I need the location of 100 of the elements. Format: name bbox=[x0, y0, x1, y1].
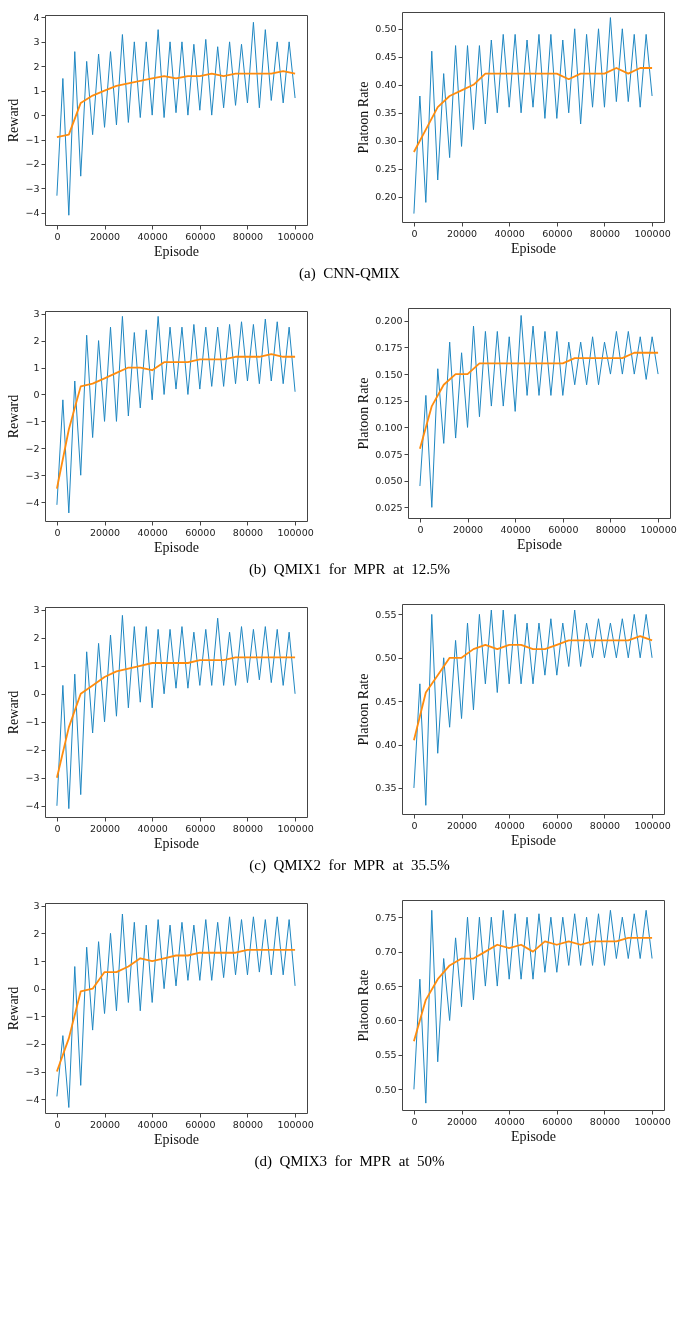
y-tick-label: −3 bbox=[25, 1066, 40, 1078]
x-tick-label: 80000 bbox=[589, 819, 620, 831]
y-tick-label: 0.025 bbox=[375, 501, 403, 513]
x-tick-label: 60000 bbox=[541, 227, 573, 239]
y-tick-label: 0.25 bbox=[375, 163, 397, 175]
x-tick-label: 20000 bbox=[452, 523, 483, 535]
x-tick-label: 60000 bbox=[541, 1115, 573, 1127]
y-tick-label: −4 bbox=[25, 1093, 40, 1105]
line-series bbox=[412, 635, 653, 742]
x-tick-label: 40000 bbox=[494, 227, 525, 239]
x-tick-label: 80000 bbox=[233, 1118, 264, 1130]
y-axis-title: Reward bbox=[6, 98, 22, 143]
y-tick-label: 0.45 bbox=[375, 51, 397, 63]
x-tick-label: 80000 bbox=[589, 1115, 620, 1127]
x-tick-label: 20000 bbox=[90, 1118, 121, 1130]
y-tick-label: 1 bbox=[33, 85, 40, 97]
x-tick-label: 20000 bbox=[446, 227, 477, 239]
y-tick-label: 1 bbox=[33, 362, 40, 374]
y-tick-label: 0.20 bbox=[375, 191, 397, 203]
y-tick-label: 2 bbox=[33, 632, 40, 644]
x-axis-title: Episode bbox=[154, 1132, 200, 1147]
x-tick-label: 0 bbox=[411, 819, 418, 831]
y-tick-label: 0.75 bbox=[375, 911, 397, 923]
x-tick-label: 60000 bbox=[185, 230, 216, 242]
y-tick-label: 0.200 bbox=[375, 315, 403, 327]
x-tick-label: 100000 bbox=[277, 1118, 314, 1130]
y-tick-label: 0.100 bbox=[375, 421, 403, 433]
line-series bbox=[56, 949, 297, 1073]
y-tick-label: 0.50 bbox=[375, 1083, 397, 1095]
y-tick-label: 0.65 bbox=[375, 980, 397, 992]
x-tick-label: 40000 bbox=[137, 1118, 169, 1130]
y-tick-label: 0.35 bbox=[375, 107, 397, 119]
y-tick-label: 0.50 bbox=[375, 652, 397, 664]
y-tick-label: −1 bbox=[25, 134, 40, 146]
line-series bbox=[56, 353, 297, 490]
y-tick-label: 0.150 bbox=[375, 368, 403, 380]
line-series bbox=[56, 315, 296, 514]
x-tick-label: 0 bbox=[411, 227, 418, 239]
y-tick-label: 0.40 bbox=[375, 739, 397, 751]
x-axis-title: Episode bbox=[510, 241, 556, 256]
x-tick-label: 80000 bbox=[589, 227, 620, 239]
line-series bbox=[413, 17, 653, 215]
line-series bbox=[56, 913, 296, 1108]
x-tick-label: 0 bbox=[411, 1115, 418, 1127]
x-tick-label: 60000 bbox=[185, 526, 216, 538]
x-tick-label: 80000 bbox=[233, 526, 264, 538]
line-series bbox=[56, 21, 296, 216]
y-tick-label: 0 bbox=[33, 983, 40, 995]
x-tick-label: 100000 bbox=[277, 526, 314, 538]
line-series bbox=[412, 67, 653, 153]
x-tick-label: 100000 bbox=[277, 230, 314, 242]
x-tick-label: 100000 bbox=[640, 523, 677, 535]
x-tick-label: 40000 bbox=[500, 523, 531, 535]
y-tick-label: 0.55 bbox=[375, 1049, 397, 1061]
y-tick-label: 0 bbox=[33, 688, 40, 700]
text: (a) CNN-QMIX bbox=[298, 265, 401, 282]
x-tick-label: 60000 bbox=[185, 1118, 216, 1130]
x-tick-label: 100000 bbox=[634, 227, 671, 239]
y-tick-label: −4 bbox=[25, 800, 40, 812]
y-tick-label: 3 bbox=[33, 604, 40, 616]
y-tick-label: 0 bbox=[33, 109, 40, 121]
y-tick-label: 1 bbox=[33, 955, 40, 967]
y-tick-label: −1 bbox=[25, 1010, 40, 1022]
line-series bbox=[419, 314, 659, 508]
y-tick-label: 0.35 bbox=[375, 782, 397, 794]
line-series bbox=[412, 936, 653, 1043]
text: (c) QMIX2 for MPR at 35.5% bbox=[248, 857, 451, 874]
line-series bbox=[56, 70, 297, 138]
y-tick-label: −2 bbox=[25, 1038, 40, 1050]
x-tick-label: 60000 bbox=[541, 819, 573, 831]
y-tick-label: −4 bbox=[25, 207, 40, 219]
line-series bbox=[413, 909, 653, 1104]
x-tick-label: 60000 bbox=[547, 523, 579, 535]
x-tick-label: 40000 bbox=[494, 819, 525, 831]
x-tick-label: 80000 bbox=[595, 523, 626, 535]
x-tick-label: 80000 bbox=[233, 822, 264, 834]
x-tick-label: 40000 bbox=[137, 230, 169, 242]
y-axis-title: Platoon Rate bbox=[356, 673, 372, 746]
y-tick-label: −3 bbox=[25, 182, 40, 194]
y-axis-title: Reward bbox=[6, 986, 22, 1031]
x-axis-title: Episode bbox=[510, 1129, 556, 1144]
y-tick-label: 2 bbox=[33, 927, 40, 939]
x-tick-label: 100000 bbox=[277, 822, 314, 834]
y-tick-label: 0.175 bbox=[375, 341, 403, 353]
y-tick-label: −4 bbox=[25, 496, 40, 508]
y-tick-label: 3 bbox=[33, 308, 40, 320]
y-tick-label: 3 bbox=[33, 900, 40, 912]
text: (b) QMIX1 for MPR at 12.5% bbox=[247, 561, 452, 578]
line-series bbox=[418, 351, 659, 450]
y-tick-label: −2 bbox=[25, 442, 40, 454]
x-tick-label: 0 bbox=[54, 822, 61, 834]
y-tick-label: 0.55 bbox=[375, 608, 397, 620]
y-tick-label: 0.075 bbox=[375, 448, 403, 460]
x-tick-label: 20000 bbox=[446, 1115, 477, 1127]
y-tick-label: 0.125 bbox=[375, 395, 403, 407]
y-tick-label: 2 bbox=[33, 60, 40, 72]
y-axis-title: Reward bbox=[6, 690, 22, 735]
x-tick-label: 40000 bbox=[137, 822, 169, 834]
x-tick-label: 80000 bbox=[233, 230, 264, 242]
x-tick-label: 40000 bbox=[494, 1115, 525, 1127]
